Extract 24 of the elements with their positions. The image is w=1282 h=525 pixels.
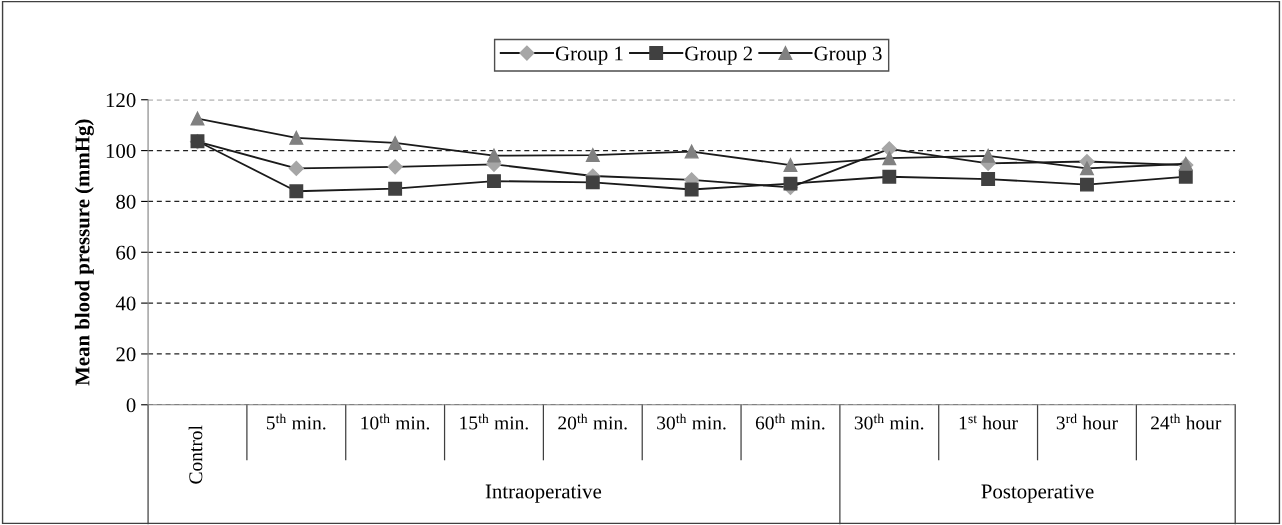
- x-tick-label: 60$^{th}$ min.: [755, 413, 825, 430]
- x-tick-label: 30$^{th}$ min.: [657, 413, 726, 430]
- x-tick-label: 20$^{th}$ min.: [558, 413, 627, 430]
- x-tick-label: 30$^{th}$ min.: [854, 413, 924, 430]
- y-tick-label: 0: [126, 398, 136, 413]
- legend-label: Group 3: [814, 46, 882, 65]
- x-tick-label: 1$^{st}$ hour: [959, 415, 1018, 430]
- x-tick-label: 15$^{th}$ min.: [460, 413, 528, 430]
- x-tick-label: 24$^{th}$ hour: [1151, 413, 1222, 430]
- x-tick-label: 10$^{th}$ min.: [361, 413, 430, 430]
- x-tick-label: 5$^{th}$ min.: [266, 413, 326, 430]
- y-tick-label: 120: [106, 93, 136, 108]
- y-tick-label: 40: [115, 296, 136, 311]
- y-tick-label: 80: [116, 194, 136, 209]
- legend-label: Group 2: [685, 46, 752, 65]
- y-tick-label: 60: [116, 245, 136, 260]
- y-tick-label: 20: [116, 347, 136, 362]
- y-tick-label: 100: [106, 143, 136, 159]
- x-tick-label: 3$^{rd}$ hour: [1056, 413, 1118, 430]
- legend-label: Group 1: [555, 46, 623, 65]
- y-axis-title: Mean blood pressure (mmHg): [74, 119, 94, 386]
- x-tick-label: Control: [188, 425, 203, 484]
- text: Postoperative: [981, 484, 1094, 503]
- text: Intraoperative: [485, 484, 602, 503]
